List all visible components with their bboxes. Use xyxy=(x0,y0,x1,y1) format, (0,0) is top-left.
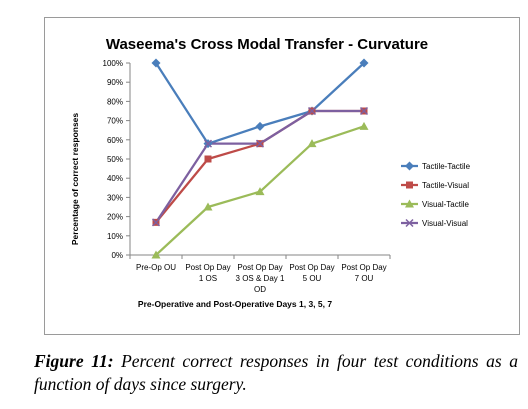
diamond-marker xyxy=(359,58,369,68)
chart-frame: Waseema's Cross Modal Transfer - Curvatu… xyxy=(44,17,520,335)
x-tick-label: Pre-Op OU xyxy=(136,263,176,272)
square-marker xyxy=(204,155,212,163)
triangle-marker xyxy=(405,199,414,208)
x-tick-label: Post Op Day 3 OS & Day 1 OD xyxy=(236,263,285,294)
triangle-marker xyxy=(255,187,265,196)
y-tick-label: 80% xyxy=(107,97,123,106)
triangle-marker xyxy=(151,250,161,259)
legend-label: Tactile-Visual xyxy=(422,181,469,190)
legend-label: Tactile-Tactile xyxy=(422,162,471,171)
x-marker xyxy=(307,106,317,116)
legend: Tactile-Tactile Tactile-Visual Visual-Tact… xyxy=(401,161,471,228)
x-marker xyxy=(359,106,369,116)
caption-text: Percent correct responses in four test c… xyxy=(34,351,518,394)
line-chart: Waseema's Cross Modal Transfer - Curvatu… xyxy=(70,36,471,309)
diamond-marker xyxy=(405,161,414,171)
x-marker xyxy=(203,139,213,148)
caption-label: Figure 11: xyxy=(34,351,114,371)
triangle-marker xyxy=(359,121,369,130)
x-tick-label: Post Op Day 5 OU xyxy=(289,263,334,283)
x-marker xyxy=(151,218,161,227)
y-tick-label: 30% xyxy=(107,193,123,202)
y-tick-label: 10% xyxy=(107,232,123,241)
x-marker xyxy=(405,218,414,228)
y-tick-label: 0% xyxy=(111,251,123,260)
diamond-marker xyxy=(255,121,265,131)
x-axis-label: Pre-Operative and Post-Operative Days 1,… xyxy=(138,299,332,309)
figure-caption: Figure 11: Percent correct responses in … xyxy=(34,350,518,396)
series-line-0 xyxy=(155,62,365,145)
legend-label: Visual-Tactile xyxy=(422,200,470,209)
chart-title: Waseema's Cross Modal Transfer - Curvatu… xyxy=(106,36,428,53)
y-tick-label: 20% xyxy=(107,213,123,222)
triangle-marker xyxy=(203,202,213,211)
x-tick-label: Post Op Day 7 OU xyxy=(341,263,386,283)
x-tick-label: Post Op Day 1 OS xyxy=(185,263,230,283)
y-tick-label: 40% xyxy=(107,174,123,183)
triangle-marker xyxy=(307,139,317,148)
x-marker xyxy=(255,139,265,148)
y-tick-label: 100% xyxy=(103,59,123,68)
y-tick-label: 60% xyxy=(107,136,123,145)
y-axis-label: Percentage of correct responses xyxy=(70,113,80,246)
square-marker xyxy=(406,181,413,189)
legend-label: Visual-Visual xyxy=(422,219,468,228)
diamond-marker xyxy=(151,58,161,68)
y-tick-label: 50% xyxy=(107,155,123,164)
y-tick-label: 90% xyxy=(107,78,123,87)
y-tick-label: 70% xyxy=(107,117,123,126)
